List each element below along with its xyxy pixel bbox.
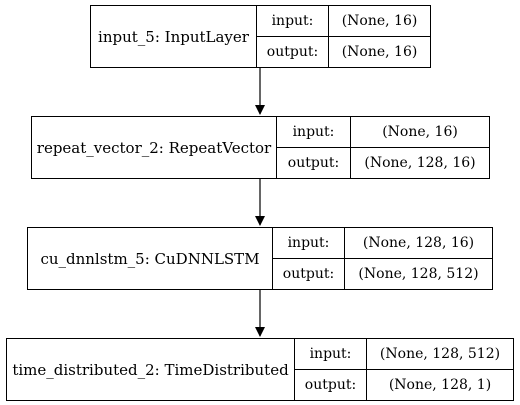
node-repeat-vector: repeat_vector_2: RepeatVector input: (No… bbox=[31, 116, 490, 179]
input-shape: (None, 128, 16) bbox=[345, 228, 492, 259]
input-label: input: bbox=[257, 6, 329, 37]
input-shape: (None, 16) bbox=[351, 117, 489, 148]
node-name: time_distributed_2: TimeDistributed bbox=[7, 339, 295, 400]
node-ports: input: (None, 128, 16) output: (None, 12… bbox=[273, 228, 492, 289]
node-ports: input: (None, 128, 512) output: (None, 1… bbox=[295, 339, 513, 400]
output-label: output: bbox=[273, 258, 345, 289]
input-label: input: bbox=[277, 117, 351, 148]
output-label: output: bbox=[257, 36, 329, 67]
node-ports: input: (None, 16) output: (None, 128, 16… bbox=[277, 117, 489, 178]
input-label: input: bbox=[295, 339, 367, 370]
input-shape: (None, 128, 512) bbox=[367, 339, 513, 370]
node-ports: input: (None, 16) output: (None, 16) bbox=[257, 6, 430, 67]
node-name: repeat_vector_2: RepeatVector bbox=[32, 117, 277, 178]
node-cudnnlstm: cu_dnnlstm_5: CuDNNLSTM input: (None, 12… bbox=[27, 227, 493, 290]
output-shape: (None, 128, 512) bbox=[358, 265, 479, 282]
node-name: cu_dnnlstm_5: CuDNNLSTM bbox=[28, 228, 273, 289]
input-label: input: bbox=[273, 228, 345, 259]
output-label: output: bbox=[295, 369, 367, 400]
input-shape: (None, 16) bbox=[329, 6, 430, 37]
output-shape: (None, 16) bbox=[341, 43, 418, 60]
node-name: input_5: InputLayer bbox=[91, 6, 257, 67]
output-label: output: bbox=[277, 147, 351, 178]
node-input-layer: input_5: InputLayer input: (None, 16) ou… bbox=[90, 5, 431, 68]
output-shape: (None, 128, 1) bbox=[388, 376, 492, 393]
node-time-distributed: time_distributed_2: TimeDistributed inpu… bbox=[6, 338, 514, 401]
output-shape: (None, 128, 16) bbox=[364, 154, 476, 171]
